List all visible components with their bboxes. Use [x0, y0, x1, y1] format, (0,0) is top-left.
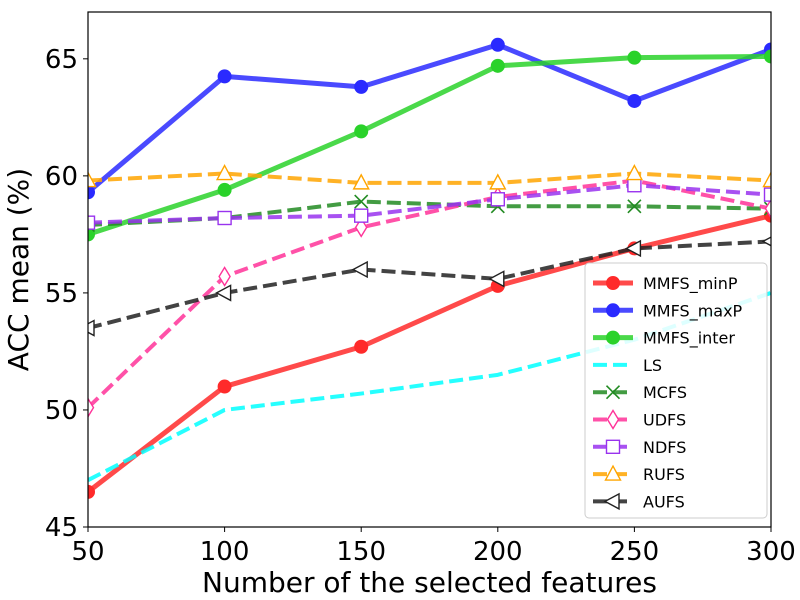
legend-marker	[606, 330, 620, 345]
legend: MMFS_minP MMFS_maxP MMFS_inter LS MCFS UDFS ND…	[584, 262, 768, 519]
legend-marker	[604, 464, 622, 481]
legend-item-mcfs: MCFS	[593, 383, 687, 402]
legend-marker	[606, 303, 620, 318]
legend-marker	[605, 439, 621, 454]
data-point-mmfs-inter	[354, 124, 369, 139]
data-point-mmfs-maxp	[354, 79, 369, 94]
series-line-udfs	[88, 178, 771, 410]
data-point-mmfs-minp	[217, 379, 232, 394]
data-point-mmfs-maxp	[627, 93, 642, 108]
data-point-mcfs	[763, 201, 771, 216]
legend-item-ls: LS	[593, 356, 662, 375]
legend-marker	[606, 409, 620, 430]
data-point-ndfs	[490, 192, 505, 207]
series-ndfs	[88, 178, 771, 230]
series-ls	[88, 291, 771, 482]
data-point-mmfs-maxp	[88, 185, 95, 200]
y-tick-label: 60	[45, 162, 78, 192]
data-point-aufs	[351, 260, 368, 279]
x-tick-label: 100	[200, 537, 250, 567]
data-point-mmfs-minp	[354, 339, 369, 354]
series-line-mmfs-minp	[88, 213, 771, 494]
data-point-udfs	[764, 198, 771, 219]
x-tick-label: 300	[746, 537, 796, 567]
series-line-mmfs-inter	[88, 53, 771, 237]
legend-label: MMFS_inter	[643, 329, 735, 349]
legend-item-rufs: RUFS	[593, 464, 685, 484]
data-point-aufs	[215, 284, 232, 302]
data-point-aufs	[88, 319, 95, 337]
data-point-mmfs-maxp	[490, 37, 505, 52]
data-point-ndfs	[88, 215, 96, 230]
series-line-mmfs-maxp	[88, 42, 771, 195]
legend-item-ndfs: NDFS	[593, 438, 686, 457]
legend-label: MMFS_maxP	[643, 301, 743, 321]
legend-item-udfs: UDFS	[593, 409, 686, 430]
x-axis-label: Number of the selected features	[202, 566, 657, 599]
data-point-mmfs-inter	[627, 50, 642, 65]
legend-label: UDFS	[643, 411, 686, 430]
x-tick-label: 200	[473, 537, 523, 567]
legend-label: AUFS	[643, 492, 685, 511]
series-line-ndfs	[88, 183, 771, 225]
data-point-udfs	[354, 217, 368, 238]
legend-label: MMFS_minP	[643, 274, 738, 294]
data-point-ndfs	[627, 178, 642, 193]
legend-item-mmfs-inter: MMFS_inter	[593, 329, 735, 349]
series-line-aufs	[88, 239, 771, 330]
data-point-ndfs	[217, 210, 232, 226]
data-point-aufs	[488, 270, 505, 288]
data-point-mcfs	[627, 199, 642, 214]
series-rufs	[88, 164, 771, 190]
data-point-mmfs-minp	[88, 484, 95, 499]
y-tick-label: 45	[45, 513, 78, 543]
series-line-ls	[88, 291, 771, 482]
legend-marker	[603, 492, 620, 511]
legend-item-mmfs-maxp: MMFS_maxP	[593, 301, 743, 321]
legend-label: RUFS	[643, 465, 685, 484]
data-point-aufs	[761, 236, 771, 247]
legend-label: NDFS	[643, 438, 686, 457]
data-point-rufs	[625, 164, 644, 181]
x-tick-label: 150	[336, 537, 386, 567]
series-line-rufs	[88, 171, 771, 185]
data-point-aufs	[624, 239, 642, 258]
series-layer	[88, 37, 771, 499]
data-point-mmfs-inter	[217, 182, 232, 197]
x-tick-label: 50	[71, 537, 104, 567]
legend-label: LS	[643, 356, 662, 375]
legend-marker	[606, 276, 620, 290]
legend-item-mmfs-minp: MMFS_minP	[593, 274, 738, 294]
data-point-rufs	[88, 171, 97, 188]
plot-frame	[87, 11, 772, 528]
legend-item-aufs: AUFS	[593, 492, 685, 511]
legend-label: MCFS	[643, 383, 687, 402]
series-mmfs-inter	[88, 49, 771, 242]
y-axis-label: ACC mean (%)	[2, 168, 35, 371]
data-point-rufs	[489, 173, 507, 190]
data-point-udfs	[218, 266, 231, 287]
data-point-mmfs-inter	[490, 58, 505, 73]
data-point-mmfs-maxp	[217, 69, 232, 84]
data-point-mmfs-inter	[764, 49, 771, 64]
data-point-rufs	[215, 164, 234, 181]
data-point-mcfs	[354, 194, 369, 209]
y-tick-label: 55	[45, 279, 78, 309]
data-point-rufs	[352, 173, 370, 190]
data-point-mmfs-inter	[88, 227, 95, 242]
y-tick-label: 50	[45, 396, 78, 426]
legend-box	[584, 262, 768, 519]
data-point-udfs	[88, 397, 95, 418]
data-point-ndfs	[763, 187, 771, 202]
x-tick-label: 250	[610, 537, 660, 567]
data-point-rufs	[762, 171, 771, 188]
series-mmfs-maxp	[88, 37, 771, 200]
series-aufs	[88, 236, 771, 337]
legend-marker	[605, 385, 621, 400]
data-point-ndfs	[354, 208, 369, 223]
y-tick-label: 65	[45, 45, 78, 75]
